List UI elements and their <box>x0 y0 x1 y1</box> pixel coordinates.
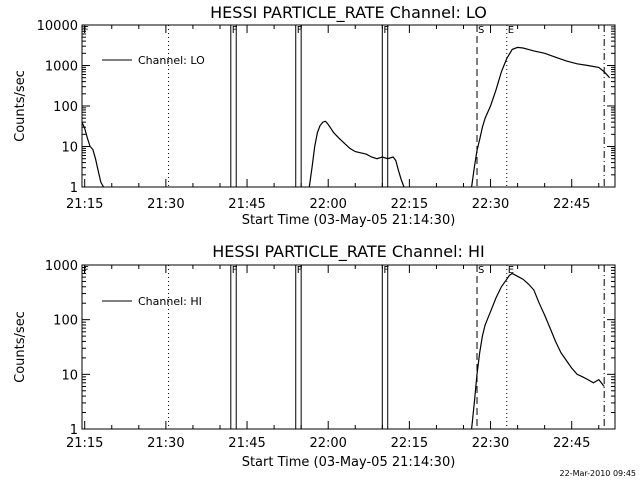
panel-lo: HESSI PARTICLE_RATE Channel: LO 21:15 21:3… <box>13 3 616 228</box>
series-line <box>308 120 405 188</box>
plot-frame <box>81 264 616 430</box>
chart-title: HESSI PARTICLE_RATE Channel: HI <box>212 242 485 262</box>
x-tick-label: 22:45 <box>553 197 590 212</box>
marker-label: E <box>508 265 514 276</box>
marker-label: F <box>297 265 303 276</box>
x-tick-label: 22:00 <box>309 436 346 451</box>
chart-title: HESSI PARTICLE_RATE Channel: LO <box>210 3 487 23</box>
y-tick-label: 100 <box>53 314 78 329</box>
x-tick-label: 21:30 <box>147 197 184 212</box>
x-tick-label: 22:30 <box>472 197 509 212</box>
x-tick-label: 21:45 <box>228 436 265 451</box>
marker-label: F <box>232 25 238 36</box>
y-tick-label: 10 <box>61 141 78 156</box>
x-tick-label: 22:15 <box>391 197 428 212</box>
series-line <box>81 121 105 188</box>
y-axis-label: Counts/sec <box>13 70 28 142</box>
y-axis-label: Counts/sec <box>13 311 28 383</box>
y-tick-label: 10 <box>61 368 78 383</box>
x-axis-label: Start Time (03-May-05 21:14:30) <box>242 213 456 228</box>
y-tick-label: 1000 <box>45 60 78 75</box>
marker-label: F <box>232 265 238 276</box>
y-tick-label: 1 <box>70 181 78 196</box>
x-tick-label: 22:30 <box>472 436 509 451</box>
y-tick-label: 10000 <box>37 19 78 34</box>
marker-label: F <box>297 25 303 36</box>
x-axis-label: Start Time (03-May-05 21:14:30) <box>242 455 456 470</box>
y-tick-label: 1 <box>70 423 78 438</box>
marker-label: S <box>478 25 484 36</box>
x-tick-label: 22:00 <box>309 197 346 212</box>
x-tick-label: 21:15 <box>66 436 103 451</box>
legend-label: Channel: LO <box>138 54 205 67</box>
x-tick-label: 22:15 <box>391 436 428 451</box>
marker-label: E <box>508 25 514 36</box>
y-tick-label: 100 <box>53 100 78 115</box>
footer-timestamp: 22-Mar-2010 09:45 <box>560 469 637 478</box>
x-tick-label: 21:45 <box>228 197 265 212</box>
y-tick-label: 1000 <box>45 259 78 274</box>
marker-label: F <box>383 25 389 36</box>
x-tick-label: 21:15 <box>66 197 103 212</box>
marker-label: S <box>478 265 484 276</box>
legend-label: Channel: HI <box>138 295 202 308</box>
series-line <box>471 46 611 188</box>
x-tick-label: 22:45 <box>553 436 590 451</box>
series-line <box>471 272 605 430</box>
panel-hi: HESSI PARTICLE_RATE Channel: HI 21:15 21:3… <box>13 242 616 470</box>
x-tick-label: 21:30 <box>147 436 184 451</box>
marker-label: F <box>83 25 89 36</box>
marker-label: F <box>383 265 389 276</box>
marker-label: F <box>83 265 89 276</box>
plot-frame <box>81 24 616 188</box>
